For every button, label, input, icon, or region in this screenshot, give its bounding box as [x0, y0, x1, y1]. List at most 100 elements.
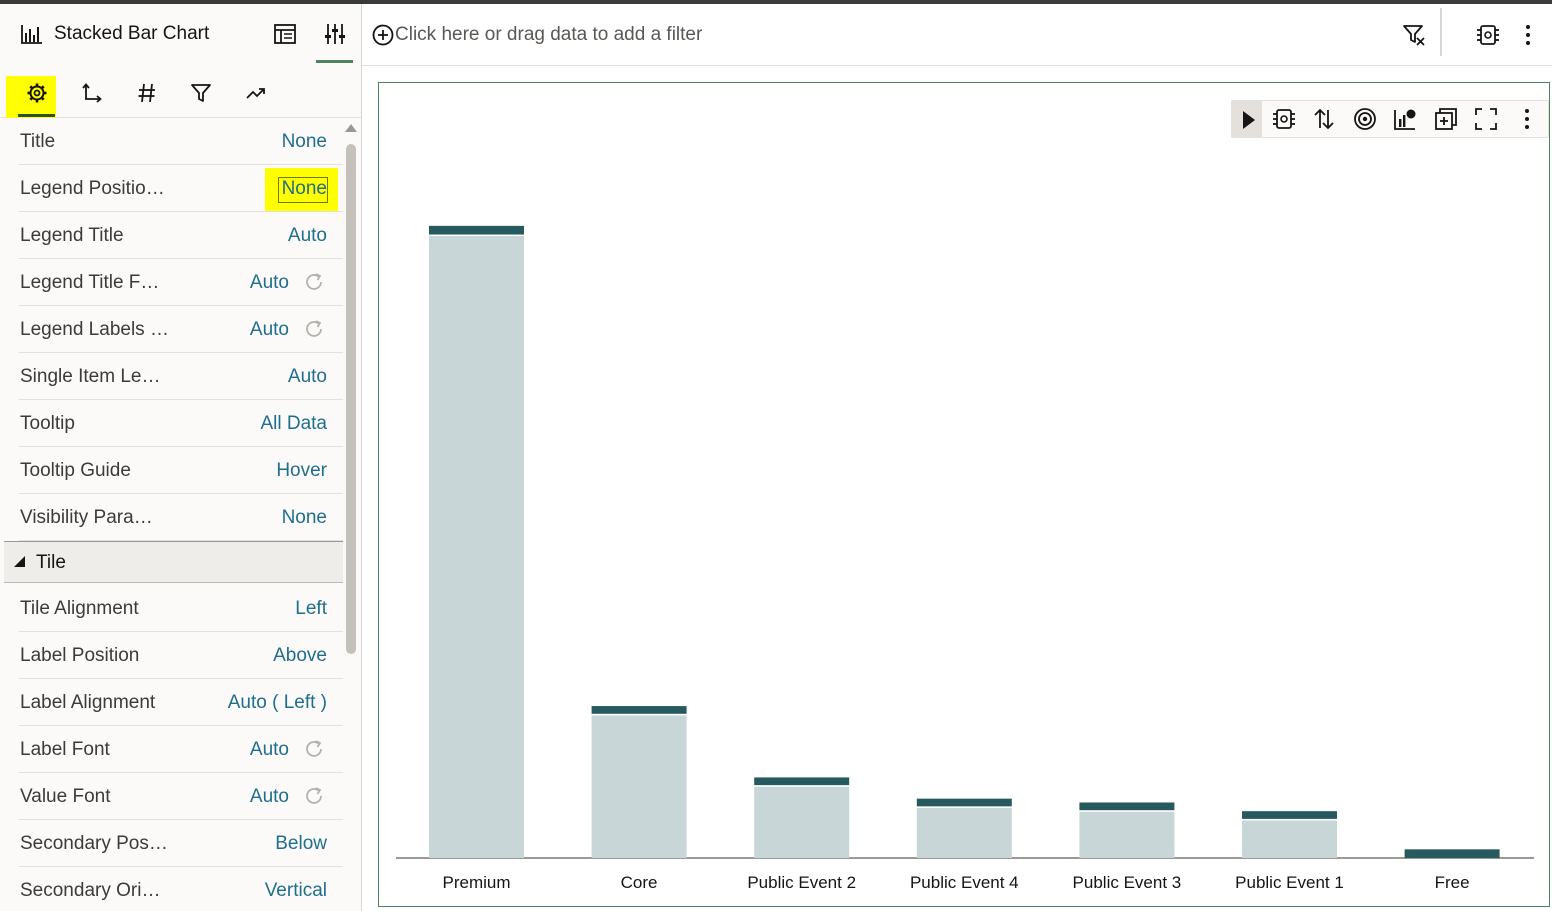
property-row[interactable]: Secondary Pos… Below	[0, 820, 343, 867]
reset-icon[interactable]	[303, 785, 325, 807]
property-value[interactable]: None	[281, 178, 327, 199]
property-row[interactable]: Legend Title F… Auto	[0, 259, 343, 306]
property-row[interactable]: Legend Labels … Auto	[0, 306, 343, 353]
segment-gap	[754, 785, 850, 787]
property-label: Tooltip	[20, 413, 75, 434]
property-value[interactable]: Auto	[249, 272, 289, 293]
sort-icon[interactable]	[1310, 105, 1338, 133]
bar-segment[interactable]	[916, 798, 1012, 807]
grammar-icon[interactable]	[1270, 105, 1298, 133]
target-icon[interactable]	[1351, 105, 1379, 133]
property-row[interactable]: Single Item Le… Auto	[0, 353, 343, 400]
section-header-tile[interactable]: Tile	[4, 541, 343, 583]
more-options-icon[interactable]	[1513, 105, 1541, 133]
property-label: Secondary Pos…	[20, 833, 168, 854]
property-label: Visibility Para…	[20, 507, 153, 528]
play-icon[interactable]	[1232, 101, 1262, 137]
property-tabs	[0, 66, 361, 118]
bar-segment[interactable]	[1242, 820, 1337, 858]
property-row[interactable]: Tooltip All Data	[0, 400, 343, 447]
more-options-icon[interactable]	[1514, 21, 1542, 49]
general-settings-icon[interactable]	[22, 78, 52, 108]
bar-segment[interactable]	[591, 706, 687, 714]
property-label: Label Position	[20, 645, 140, 666]
category-label: Core	[621, 873, 658, 892]
property-label: Single Item Le…	[20, 366, 161, 387]
property-value[interactable]: None	[281, 131, 327, 152]
filter-icon[interactable]	[186, 78, 216, 108]
stacked-bar-chart[interactable]: Premium Core Public Event 2 Public Event 4 P…	[379, 83, 1549, 906]
row-separator	[19, 258, 343, 259]
property-value[interactable]: Vertical	[264, 880, 327, 901]
row-separator	[19, 772, 343, 773]
properties-sliders-icon[interactable]	[321, 20, 349, 48]
maximize-icon[interactable]	[1472, 105, 1500, 133]
row-separator	[19, 725, 343, 726]
property-row[interactable]: Title None	[0, 118, 343, 165]
segment-gap	[1242, 818, 1337, 821]
property-value[interactable]: Hover	[276, 460, 327, 481]
property-value[interactable]: Below	[275, 833, 327, 854]
scrollbar-thumb[interactable]	[346, 144, 356, 654]
chart-type-icon[interactable]	[1391, 105, 1419, 133]
property-row[interactable]: Legend Positio… None	[0, 165, 343, 212]
property-value[interactable]: None	[281, 507, 327, 528]
property-value[interactable]: Above	[273, 645, 327, 666]
bar-segment[interactable]	[916, 807, 1012, 858]
property-value[interactable]: All Data	[260, 413, 327, 434]
visualization-grammar-icon[interactable]	[1474, 21, 1502, 49]
bar-segment[interactable]	[1242, 811, 1337, 819]
category-label: Free	[1435, 873, 1470, 892]
section-title: Tile	[36, 552, 66, 573]
bar-segment[interactable]	[429, 236, 524, 859]
number-format-icon[interactable]	[132, 78, 162, 108]
bar-segment[interactable]	[754, 777, 850, 786]
property-row[interactable]: Label Font Auto	[0, 726, 343, 773]
axis-icon[interactable]	[77, 78, 107, 108]
bar-segment[interactable]	[1079, 802, 1175, 811]
property-value[interactable]: Left	[295, 598, 327, 619]
bar-segment[interactable]	[429, 225, 524, 235]
active-tab-underline	[18, 114, 55, 117]
reset-icon[interactable]	[303, 271, 325, 293]
bar-segment[interactable]	[591, 715, 687, 858]
row-separator	[19, 631, 343, 632]
collapse-caret-icon[interactable]	[14, 556, 25, 567]
analytics-trend-icon[interactable]	[241, 78, 271, 108]
property-row[interactable]: Tooltip Guide Hover	[0, 447, 343, 494]
property-row[interactable]: Label Alignment Auto ( Left )	[0, 679, 343, 726]
property-row[interactable]: Secondary Ori… Vertical	[0, 867, 343, 911]
row-separator	[19, 211, 343, 212]
reset-icon[interactable]	[303, 738, 325, 760]
property-row[interactable]: Label Position Above	[0, 632, 343, 679]
row-separator	[19, 305, 343, 306]
row-separator	[19, 446, 343, 447]
reset-icon[interactable]	[303, 318, 325, 340]
segment-gap	[916, 806, 1012, 808]
add-filter-icon[interactable]	[371, 23, 395, 47]
property-value[interactable]: Auto ( Left )	[227, 692, 327, 713]
property-value[interactable]: Auto	[287, 366, 327, 387]
row-separator	[19, 493, 343, 494]
property-row[interactable]: Value Font Auto	[0, 773, 343, 820]
layout-panel-icon[interactable]	[271, 20, 299, 48]
bar-segment[interactable]	[1079, 811, 1175, 858]
property-label: Secondary Ori…	[20, 880, 161, 901]
property-label: Value Font	[20, 786, 111, 807]
visualization-canvas[interactable]: Premium Core Public Event 2 Public Event 4 P…	[378, 82, 1550, 907]
filter-options-icon[interactable]	[1400, 21, 1428, 49]
filter-bar: Click here or drag data to add a filter	[362, 4, 1552, 66]
property-value[interactable]: Auto	[287, 225, 327, 246]
property-row[interactable]: Legend Title Auto	[0, 212, 343, 259]
property-row[interactable]: Tile Alignment Left	[0, 585, 343, 632]
property-value[interactable]: Auto	[249, 319, 289, 340]
add-tile-icon[interactable]	[1432, 105, 1460, 133]
property-value[interactable]: Auto	[249, 786, 289, 807]
add-filter-placeholder[interactable]: Click here or drag data to add a filter	[395, 24, 703, 45]
property-row[interactable]: Visibility Para… None	[0, 494, 343, 541]
category-label: Public Event 2	[747, 873, 856, 892]
scroll-up-arrow-icon[interactable]	[345, 124, 357, 132]
property-value[interactable]: Auto	[249, 739, 289, 760]
bar-segment[interactable]	[754, 786, 850, 858]
bar-segment[interactable]	[1404, 849, 1500, 858]
